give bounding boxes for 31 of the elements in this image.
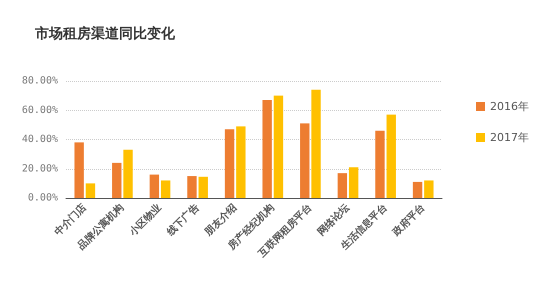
bar xyxy=(375,130,385,198)
bar xyxy=(424,180,434,198)
bar xyxy=(274,96,284,198)
bar xyxy=(300,123,310,198)
y-tick-label: 40.00% xyxy=(22,134,58,145)
bar xyxy=(348,167,358,198)
bar xyxy=(86,183,96,198)
legend-label: 2016年 xyxy=(490,100,530,113)
bar xyxy=(112,162,122,198)
x-tick-label: 小区物业 xyxy=(126,201,164,239)
bar xyxy=(198,176,208,198)
y-tick-label: 20.00% xyxy=(22,163,58,174)
bar xyxy=(150,174,160,198)
x-tick-label: 线下广告 xyxy=(164,201,202,239)
bar xyxy=(123,150,133,198)
bar xyxy=(386,114,396,198)
bar xyxy=(412,182,422,198)
bar xyxy=(74,142,84,198)
bar xyxy=(187,176,197,198)
x-tick-label: 政府平台 xyxy=(390,201,428,239)
bar xyxy=(224,129,234,198)
y-tick-label: 80.00% xyxy=(22,76,58,86)
bar xyxy=(160,180,170,198)
bar xyxy=(262,100,272,198)
bar xyxy=(311,90,321,198)
legend-label: 2017年 xyxy=(490,131,530,144)
y-tick-label: 60.00% xyxy=(22,104,58,116)
bar xyxy=(338,173,348,198)
y-tick-label: 0.00% xyxy=(28,192,58,204)
bar xyxy=(236,126,246,198)
chart-title: 市场租房渠道同比变化 xyxy=(34,25,176,42)
